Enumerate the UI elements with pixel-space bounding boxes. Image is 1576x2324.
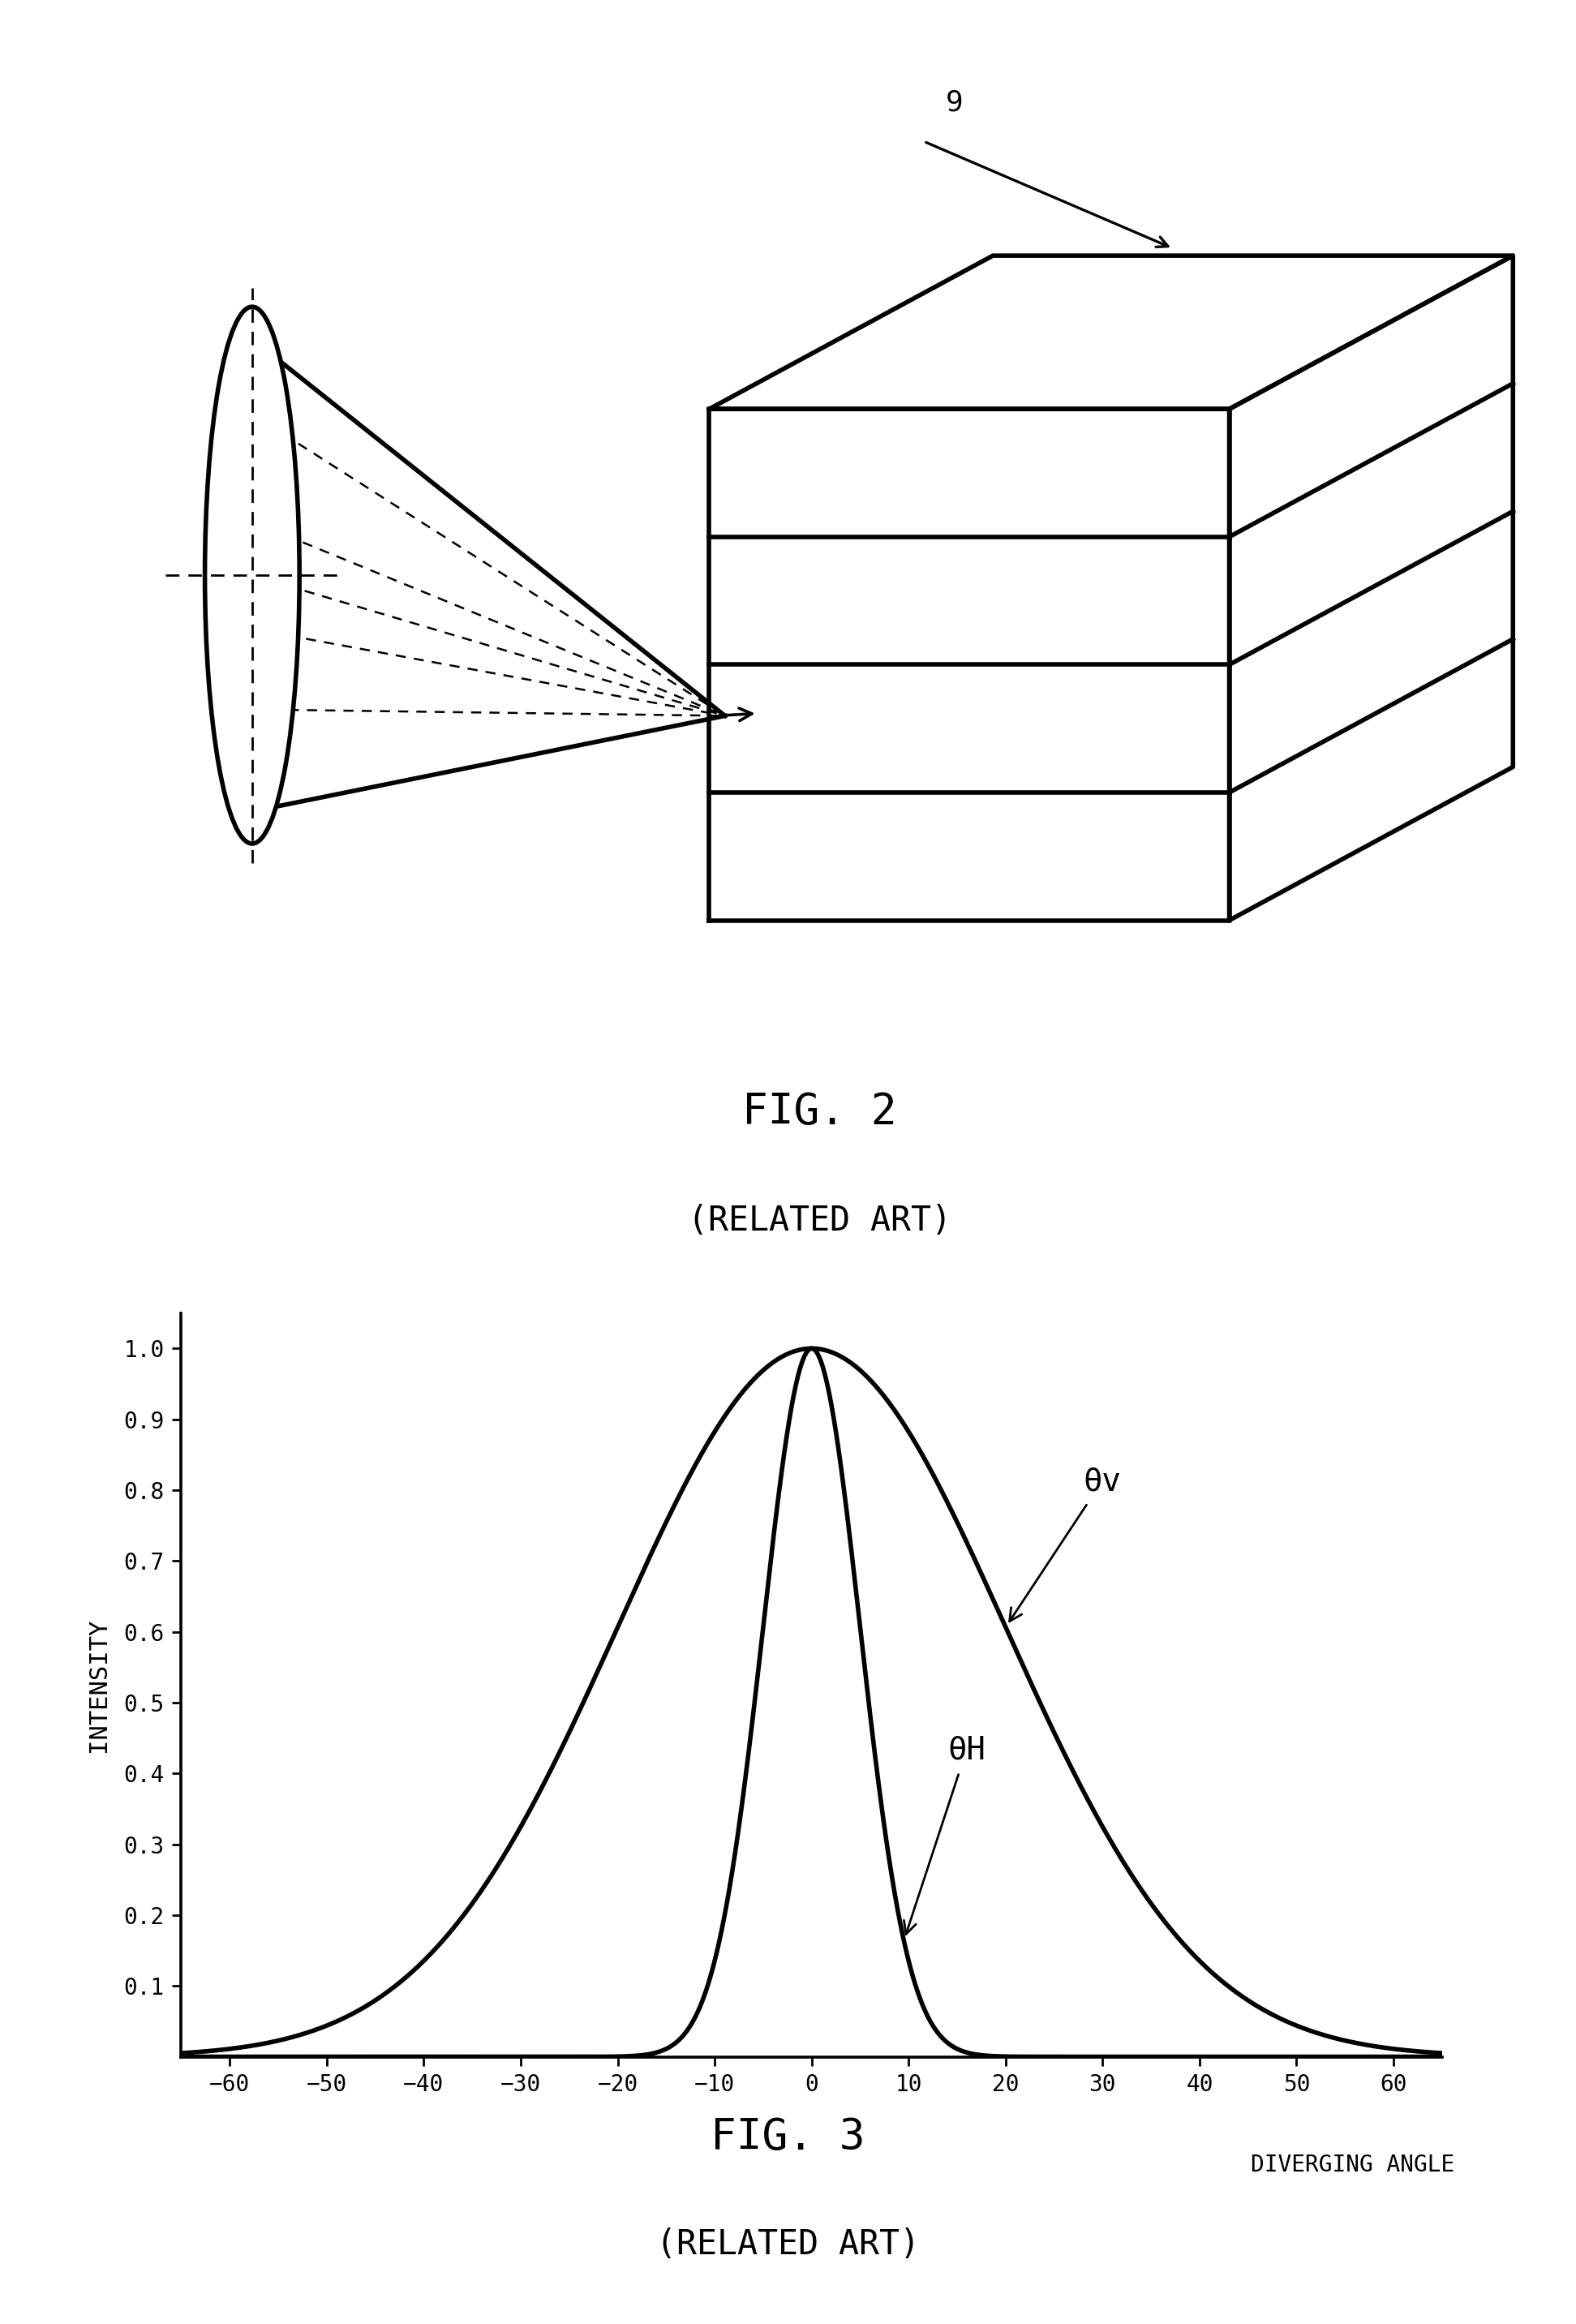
Ellipse shape xyxy=(205,307,299,844)
Text: (RELATED ART): (RELATED ART) xyxy=(656,2226,920,2261)
Y-axis label: INTENSITY: INTENSITY xyxy=(87,1618,110,1752)
Text: 9: 9 xyxy=(946,88,963,116)
Text: θH: θH xyxy=(905,1736,985,1934)
Text: FIG. 3: FIG. 3 xyxy=(711,2117,865,2159)
Text: θv: θv xyxy=(1010,1466,1121,1622)
Text: FIG. 2: FIG. 2 xyxy=(742,1090,897,1134)
Text: (RELATED ART): (RELATED ART) xyxy=(687,1204,952,1239)
Text: DIVERGING ANGLE: DIVERGING ANGLE xyxy=(1251,2154,1455,2175)
